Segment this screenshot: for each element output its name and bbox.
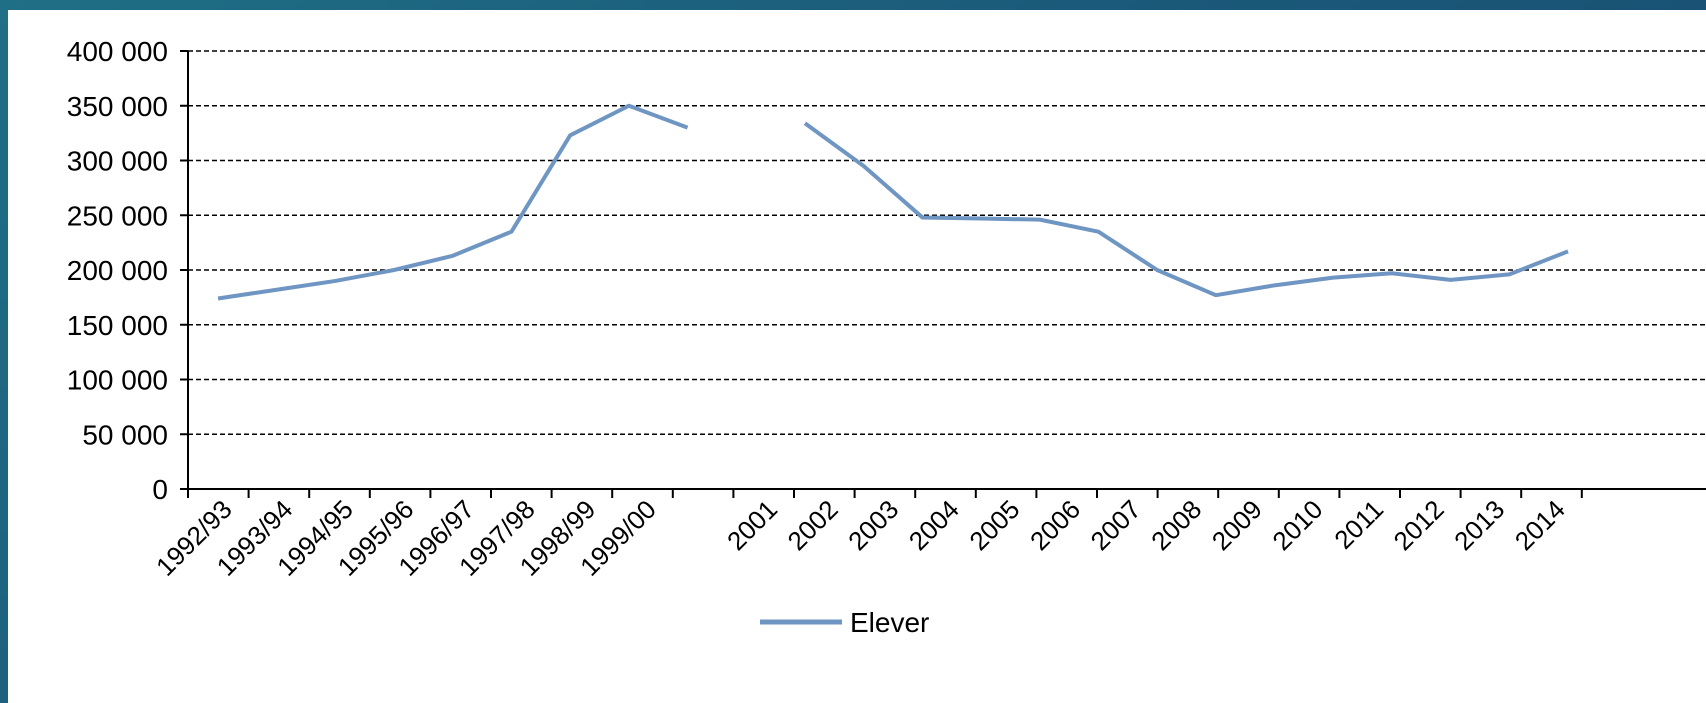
- chart-panel: 400 000 350 000 300 000 250 000 200 000 150 0…: [8, 10, 1706, 703]
- x-tick-label: 2002: [782, 494, 844, 556]
- x-tick-label: 2012: [1388, 494, 1450, 556]
- y-axis-tick-labels: 400 000 350 000 300 000 250 000 200 000 150 0…: [67, 36, 168, 505]
- y-tick-label: 100 000: [67, 365, 168, 396]
- series-line: [217, 103, 689, 301]
- series-line: [803, 121, 1569, 298]
- x-tick-label: 2004: [903, 494, 965, 556]
- y-tick-label: 300 000: [67, 146, 168, 177]
- series-layer: [217, 103, 1569, 301]
- line-chart: 400 000 350 000 300 000 250 000 200 000 150 0…: [67, 36, 1706, 638]
- y-tick-label: 150 000: [67, 310, 168, 341]
- y-tick-label: 50 000: [82, 419, 168, 450]
- x-tick-label: 2008: [1145, 494, 1207, 556]
- y-tick-label: 200 000: [67, 255, 168, 286]
- x-tick-label: 2005: [963, 494, 1025, 556]
- x-tick-label: 2011: [1328, 494, 1389, 555]
- x-tick-label: 2003: [842, 494, 904, 556]
- y-tick-label: 250 000: [67, 200, 168, 231]
- x-axis-tick-labels: 1992/931993/941994/951995/961996/971997/…: [150, 494, 1571, 582]
- x-tick-label: 2013: [1448, 494, 1510, 556]
- gridlines: [188, 50, 1706, 436]
- x-tick-label: 2010: [1266, 494, 1328, 556]
- x-tick-label: 2014: [1509, 494, 1571, 556]
- x-tick-label: 2009: [1206, 494, 1268, 556]
- x-tick-label: 2006: [1024, 494, 1086, 556]
- y-tick-label: 350 000: [67, 91, 168, 122]
- y-tick-label: 0: [152, 474, 168, 505]
- x-tick-label: 2007: [1085, 494, 1147, 556]
- legend-label: Elever: [850, 607, 929, 638]
- legend: Elever: [760, 607, 929, 638]
- axes: [180, 50, 1706, 498]
- x-tick-label: 2001: [721, 494, 783, 556]
- y-tick-label: 400 000: [67, 36, 168, 67]
